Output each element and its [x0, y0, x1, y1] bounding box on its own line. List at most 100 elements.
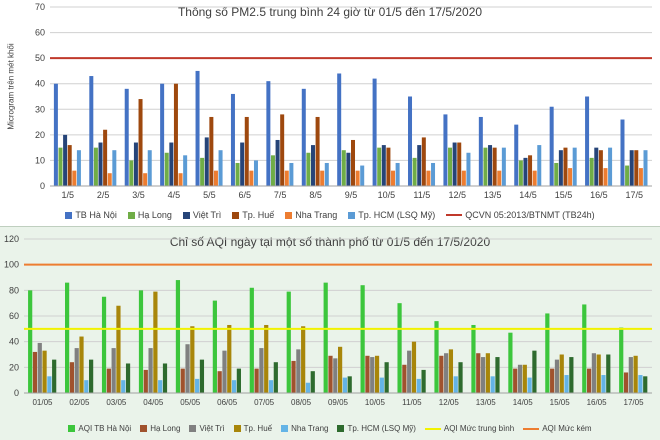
bar-0-s5-c2 [147, 150, 152, 186]
bar-0-s1-c2 [129, 160, 134, 186]
bar-0-s2-c1 [98, 142, 103, 186]
x-tick-label: 13/5 [484, 190, 502, 200]
bar-0-s1-c13 [518, 160, 523, 186]
bar-0-s2-c0 [63, 134, 68, 186]
bar-1-s3-c11 [448, 349, 454, 393]
y-tick-label: 10 [35, 155, 45, 165]
bar-0-s5-c4 [218, 150, 223, 186]
x-tick-label: 16/05 [587, 398, 608, 407]
bar-1-s4-c3 [158, 380, 163, 393]
bar-0-s1-c10 [412, 157, 417, 186]
bar-0-s0-c9 [372, 78, 377, 186]
bar-1-s4-c0 [47, 376, 52, 393]
bar-1-s2-c7 [296, 349, 301, 393]
bar-1-s1-c4 [180, 368, 185, 393]
legend-item: Việt Trì [182, 210, 222, 220]
legend-label: Việt Trì [192, 210, 222, 220]
bar-1-s1-c12 [476, 353, 481, 393]
bar-1-s3-c10 [411, 341, 417, 393]
legend-label: Hạ Long [150, 424, 181, 433]
bar-0-s3-c4 [209, 116, 214, 186]
bar-1-s0-c13 [508, 332, 513, 393]
bar-0-s1-c4 [200, 157, 205, 186]
bar-0-s1-c7 [306, 152, 311, 186]
bar-1-s1-c7 [291, 360, 296, 393]
bar-0-s3-c1 [103, 129, 108, 186]
bar-0-s3-c16 [634, 150, 639, 186]
y-tick-label: 50 [35, 53, 45, 63]
x-tick-label: 9/5 [345, 190, 358, 200]
bar-0-s5-c1 [112, 150, 117, 186]
bar-0-s2-c7 [310, 145, 315, 186]
bar-0-s5-c14 [572, 147, 577, 186]
legend-line-swatch [523, 427, 540, 430]
bar-1-s1-c1 [69, 362, 75, 393]
bar-1-s3-c0 [42, 350, 47, 393]
y-tick-label: 0 [14, 388, 19, 398]
bar-0-s2-c9 [381, 145, 386, 186]
legend-swatch [337, 425, 345, 432]
bar-0-s1-c0 [58, 147, 63, 186]
legend-label: Tp. HCM (LSQ Mỹ) [347, 424, 416, 433]
x-tick-label: 10/5 [378, 190, 396, 200]
y-tick-label: 100 [4, 260, 19, 270]
bar-0-s5-c5 [253, 160, 258, 186]
x-tick-label: 5/5 [203, 190, 216, 200]
bar-1-s3-c8 [338, 346, 343, 393]
x-tick-label: 6/5 [239, 190, 252, 200]
bar-1-s4-c9 [379, 377, 384, 393]
bar-0-s1-c6 [270, 155, 275, 186]
pm25-chart-plot: 0 10 20 30 40 50 60 70 1/5 2/5 3/5 4/5 5/5 6/5 7/5 8/5 9… [35, 2, 652, 200]
legend-item: AQI TB Hà Nội [68, 424, 131, 433]
bar-1-s2-c16 [628, 357, 633, 393]
bar-0-s3-c14 [563, 147, 568, 186]
bar-1-s3-c14 [559, 354, 564, 393]
bar-1-s3-c3 [153, 291, 158, 393]
bar-0-s1-c8 [341, 150, 346, 186]
bar-1-s5-c9 [384, 362, 389, 393]
bar-1-s1-c2 [106, 368, 111, 393]
bar-0-s4-c15 [603, 168, 608, 186]
bar-0-s5-c8 [360, 165, 365, 186]
bar-1-s2-c1 [74, 348, 79, 393]
bar-1-s3-c12 [485, 353, 490, 393]
legend-item: Hạ Long [127, 210, 172, 220]
x-tick-label: 14/05 [513, 398, 534, 407]
aqi-chart-panel: Chỉ số AQI ngày tại một số thành phố từ … [0, 226, 660, 440]
bar-1-s3-c1 [79, 336, 84, 393]
bar-1-s1-c14 [550, 368, 555, 393]
bar-0-s1-c16 [625, 165, 630, 186]
bar-1-s2-c15 [591, 353, 596, 393]
bar-1-s1-c9 [365, 355, 370, 393]
bar-0-s4-c12 [497, 170, 502, 186]
x-tick-label: 16/5 [590, 190, 608, 200]
bar-1-s3-c6 [264, 324, 269, 393]
bar-1-s4-c15 [601, 375, 606, 393]
x-tick-label: 12/05 [439, 398, 460, 407]
y-tick-label: 60 [35, 28, 45, 38]
bar-0-s4-c9 [391, 170, 396, 186]
bar-1-s5-c12 [495, 357, 500, 393]
bar-0-s0-c2 [124, 88, 129, 186]
x-tick-label: 10/05 [365, 398, 386, 407]
bar-0-s4-c8 [355, 170, 360, 186]
bar-1-s4-c6 [268, 380, 274, 393]
bar-1-s4-c4 [195, 378, 200, 393]
legend-swatch [182, 211, 190, 219]
y-tick-label: 120 [4, 234, 19, 244]
legend-label: Tp. Huế [243, 424, 273, 433]
bar-1-s3-c5 [227, 324, 232, 393]
y-tick-label: 60 [9, 311, 19, 321]
bar-1-s1-c8 [328, 355, 333, 393]
bar-1-s1-c3 [143, 369, 148, 393]
bar-1-s2-c12 [480, 357, 486, 393]
bar-1-s5-c14 [569, 357, 574, 393]
x-tick-label: 8/5 [309, 190, 322, 200]
bar-0-s3-c8 [351, 139, 356, 186]
x-tick-label: 08/05 [291, 398, 312, 407]
legend-label: Hạ Long [137, 210, 172, 220]
legend-label: AQI TB Hà Nội [78, 424, 132, 433]
bar-1-s2-c11 [444, 353, 449, 393]
x-tick-label: 17/5 [626, 190, 644, 200]
legend-label: TB Hà Nội [75, 210, 117, 220]
